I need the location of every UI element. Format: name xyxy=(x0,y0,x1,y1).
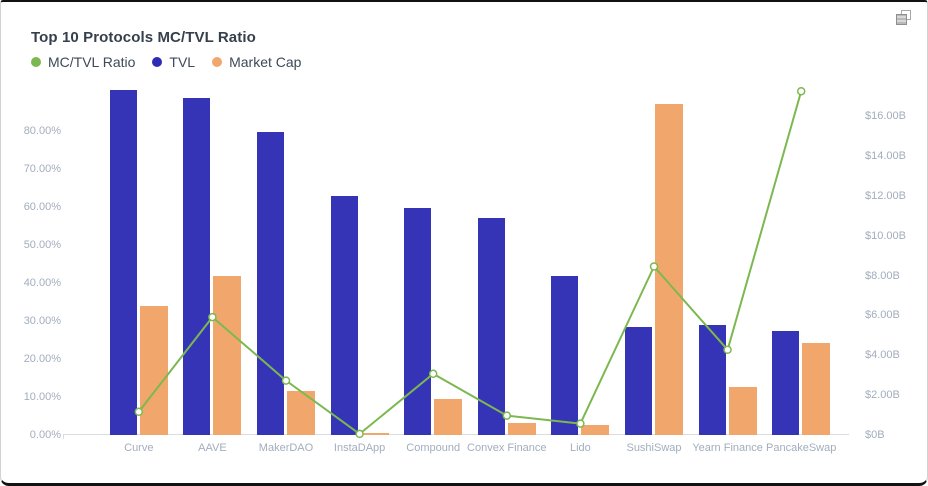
tvl-bar-convex-finance[interactable] xyxy=(478,218,505,435)
chart-legend: MC/TVL Ratio TVL Market Cap xyxy=(31,54,301,70)
x-axis-label-makerdao: MakerDAO xyxy=(258,442,314,454)
right-axis-tick-label: $16.00B xyxy=(865,110,906,123)
x-axis-label-lido: Lido xyxy=(569,442,591,454)
x-axis-label-compound: Compound xyxy=(406,442,461,454)
legend-dot-icon xyxy=(31,57,41,67)
left-axis-tick-label: 10.00% xyxy=(23,390,61,403)
ratio-point-yearn-finance[interactable] xyxy=(723,345,732,355)
right-axis-tick-label: $10.00B xyxy=(865,229,906,242)
tvl-bar-pancakeswap[interactable] xyxy=(772,331,799,435)
market-cap-bar-convex-finance[interactable] xyxy=(508,423,536,435)
legend-item-label: MC/TVL Ratio xyxy=(48,54,136,70)
market-cap-bar-lido[interactable] xyxy=(581,425,609,435)
x-axis-origin-tick xyxy=(63,434,64,439)
ratio-point-curve[interactable] xyxy=(134,407,144,417)
left-axis-tick-label: 60.00% xyxy=(23,200,61,213)
left-axis-tick-label: 0.00% xyxy=(29,429,61,441)
legend-item-mc-tvl-ratio[interactable]: MC/TVL Ratio xyxy=(31,54,135,70)
tvl-bar-lido[interactable] xyxy=(551,276,578,435)
x-axis-label-aave: AAVE xyxy=(198,442,227,454)
right-axis-tick-label: $14.00B xyxy=(865,150,906,163)
left-axis-tick-label: 30.00% xyxy=(23,314,61,327)
tvl-bar-compound[interactable] xyxy=(404,208,431,435)
right-axis-tick-label: $2.00B xyxy=(865,389,900,402)
market-cap-bar-aave[interactable] xyxy=(213,276,241,435)
right-axis-tick-label: $0B xyxy=(865,429,885,441)
tvl-bar-sushiswap[interactable] xyxy=(625,327,652,435)
left-axis-tick-label: 80.00% xyxy=(23,124,61,137)
plot-area xyxy=(102,86,838,439)
market-cap-bar-instadapp[interactable] xyxy=(361,433,389,435)
market-cap-bar-pancakeswap[interactable] xyxy=(802,343,830,435)
x-axis-label-sushiswap: SushiSwap xyxy=(626,442,682,454)
copy-icon-front-square xyxy=(896,14,907,25)
x-axis-label-instadapp: InstaDApp xyxy=(333,442,386,454)
right-axis-tick-label: $4.00B xyxy=(865,349,900,362)
ratio-point-aave[interactable] xyxy=(208,312,217,322)
legend-dot-icon xyxy=(152,57,163,67)
ratio-point-lido[interactable] xyxy=(576,419,585,428)
left-axis-tick-label: 40.00% xyxy=(23,276,61,289)
ratio-point-makerdao[interactable] xyxy=(281,376,291,385)
legend-dot-icon xyxy=(212,57,223,67)
ratio-point-pancakeswap[interactable] xyxy=(796,86,806,96)
right-axis-dollars: $0B $2.00B $4.00B $6.00B $8.00B $10.00B $12.00… xyxy=(865,2,927,483)
ratio-point-sushiswap[interactable] xyxy=(649,262,659,271)
right-axis-tick-label: $12.00B xyxy=(865,189,906,202)
market-cap-bar-curve[interactable] xyxy=(140,306,168,435)
left-axis-tick-label: 20.00% xyxy=(23,352,61,365)
legend-item-tvl[interactable]: TVL xyxy=(152,54,195,70)
market-cap-bar-yearn-finance[interactable] xyxy=(729,387,757,435)
left-axis-percent: 0.00% 10.00% 20.00% 30.00% 40.00% 50.00% 60.00… xyxy=(1,2,61,483)
legend-item-label: Market Cap xyxy=(229,54,302,70)
ratio-point-convex-finance[interactable] xyxy=(502,411,512,420)
market-cap-bar-sushiswap[interactable] xyxy=(655,104,683,435)
ratio-point-compound[interactable] xyxy=(428,369,438,379)
tvl-bar-curve[interactable] xyxy=(110,90,137,435)
x-axis-label-convex-finance: Convex Finance xyxy=(467,442,547,454)
left-axis-tick-label: 50.00% xyxy=(23,238,61,251)
legend-item-market-cap[interactable]: Market Cap xyxy=(212,54,301,70)
tvl-bar-instadapp[interactable] xyxy=(331,196,358,435)
x-axis-labels: Curve AAVE MakerDAO InstaDApp Compound Convex… xyxy=(102,442,838,462)
mc-tvl-ratio-line xyxy=(134,86,806,439)
x-axis-label-pancakeswap: PancakeSwap xyxy=(766,442,837,454)
x-axis-label-yearn-finance: Yearn Finance xyxy=(692,442,763,454)
legend-item-label: TVL xyxy=(169,54,196,70)
right-axis-tick-label: $6.00B xyxy=(865,309,900,322)
ratio-line-path xyxy=(138,90,803,435)
ratio-point-instadapp[interactable] xyxy=(355,429,364,439)
chart-title: Top 10 Protocols MC/TVL Ratio xyxy=(31,29,256,46)
market-cap-bar-compound[interactable] xyxy=(434,399,462,435)
left-axis-tick-label: 70.00% xyxy=(23,162,61,175)
right-axis-tick-label: $8.00B xyxy=(865,269,900,282)
copy-icon[interactable] xyxy=(896,10,911,25)
tvl-bar-aave[interactable] xyxy=(183,98,210,435)
tvl-bar-makerdao[interactable] xyxy=(257,132,284,435)
x-axis-label-curve: Curve xyxy=(124,442,154,454)
